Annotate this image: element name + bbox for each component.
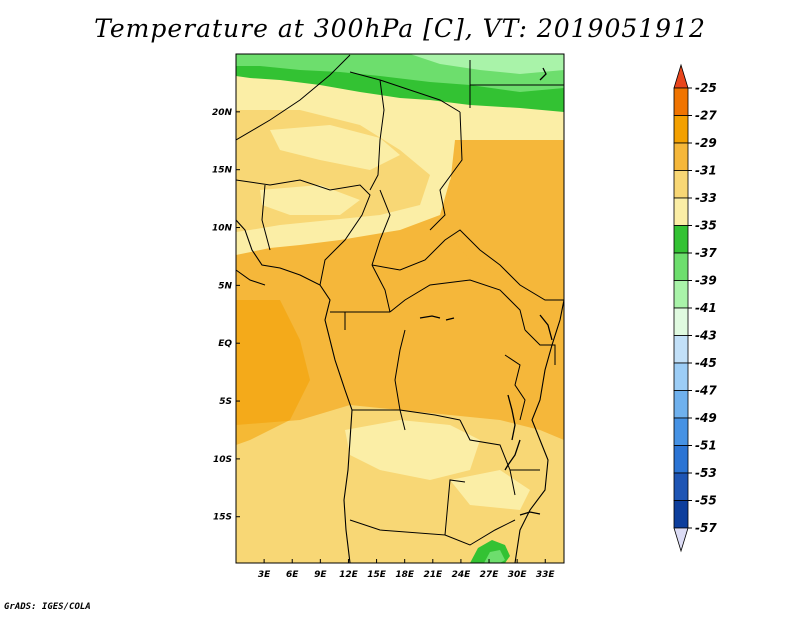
colorbar-label: -31 <box>695 164 717 178</box>
field-light-south-b <box>450 470 530 510</box>
y-tick-label: 5N <box>218 281 232 291</box>
y-tick-label: EQ <box>218 339 232 349</box>
colorbar-swatch <box>673 417 689 446</box>
colorbar-swatch <box>673 142 689 171</box>
lakes <box>419 67 553 516</box>
colorbar-label: -45 <box>695 356 717 370</box>
colorbar-swatch <box>673 472 689 501</box>
x-tick-label: 12E <box>339 570 359 580</box>
x-tick-label: 9E <box>314 570 327 580</box>
colorbar-label: -37 <box>695 246 717 260</box>
country-borders <box>236 54 564 546</box>
colorbar-label: -43 <box>695 329 717 343</box>
colorbar-swatch <box>673 445 689 474</box>
x-tick-label: 3E <box>258 570 271 580</box>
x-axis: 3E 6E 9E 12E 15E 18E 21E 24E 27E 30E 33E <box>258 559 556 580</box>
grads-credit: GrADS: IGES/COLA <box>4 602 91 612</box>
colorbar-swatch <box>673 197 689 226</box>
colorbar-swatch <box>673 335 689 364</box>
y-tick-label: 10N <box>212 224 233 234</box>
colorbar-label: -51 <box>695 439 717 453</box>
colorbar-swatch <box>673 170 689 199</box>
y-tick-label: 20N <box>212 108 233 118</box>
field-yellow-north-b <box>270 125 400 170</box>
colorbar-label: -35 <box>695 219 717 233</box>
colorbar-label: -29 <box>695 136 717 150</box>
x-tick-label: 33E <box>536 570 556 580</box>
colorbar-swatch <box>673 362 689 391</box>
colorbar-swatch <box>673 225 689 254</box>
colorbar: -25 -27 -29 -31 -33 -35 -37 -39 -41 -43 -45 -47 -49 -… <box>673 63 717 553</box>
colorbar-swatch <box>673 307 689 336</box>
colorbar-label: -57 <box>695 521 717 535</box>
colorbar-swatch <box>673 500 689 529</box>
colorbar-swatch <box>673 87 689 116</box>
x-tick-label: 21E <box>423 570 443 580</box>
chart-title: Temperature at 300hPa [C], VT: 201905191… <box>94 14 706 43</box>
x-tick-label: 30E <box>508 570 528 580</box>
colorbar-label: -53 <box>695 466 717 480</box>
colorbar-label: -27 <box>695 109 717 123</box>
field-yellow-north-c <box>260 185 360 215</box>
y-tick-label: 15S <box>213 513 232 523</box>
colorbar-swatch <box>673 390 689 419</box>
y-tick-label: 10S <box>213 455 232 465</box>
x-tick-label: 27E <box>480 570 500 580</box>
y-axis: 20N 15N 10N 5N EQ 5S 10S 15S <box>212 108 240 523</box>
x-tick-label: 15E <box>367 570 387 580</box>
map-frame <box>235 53 565 564</box>
colorbar-label: -33 <box>695 191 717 205</box>
field-orange-ocean <box>236 300 310 445</box>
colorbar-swatch <box>673 115 689 144</box>
field-yellow-south <box>236 405 564 563</box>
colorbar-label: -41 <box>695 301 717 315</box>
map-area <box>236 54 564 563</box>
x-tick-label: 6E <box>286 570 299 580</box>
colorbar-label: -49 <box>695 411 717 425</box>
y-tick-label: 15N <box>212 166 233 176</box>
colorbar-swatch <box>673 252 689 281</box>
field-green-light-north <box>410 54 564 74</box>
y-tick-label: 5S <box>219 397 232 407</box>
colorbar-top-triangle <box>673 63 689 89</box>
field-orange-east <box>445 140 564 300</box>
field-light-south <box>345 420 480 480</box>
colorbar-label: -47 <box>695 384 717 398</box>
x-tick-label: 18E <box>395 570 415 580</box>
east-coast <box>514 299 564 563</box>
colorbar-label: -55 <box>695 494 717 508</box>
colorbar-label: -39 <box>695 274 717 288</box>
colorbar-label: -25 <box>695 81 717 95</box>
x-tick-label: 24E <box>452 570 472 580</box>
coastline <box>236 219 353 563</box>
colorbar-swatch <box>673 280 689 309</box>
colorbar-bottom-triangle <box>673 527 689 553</box>
